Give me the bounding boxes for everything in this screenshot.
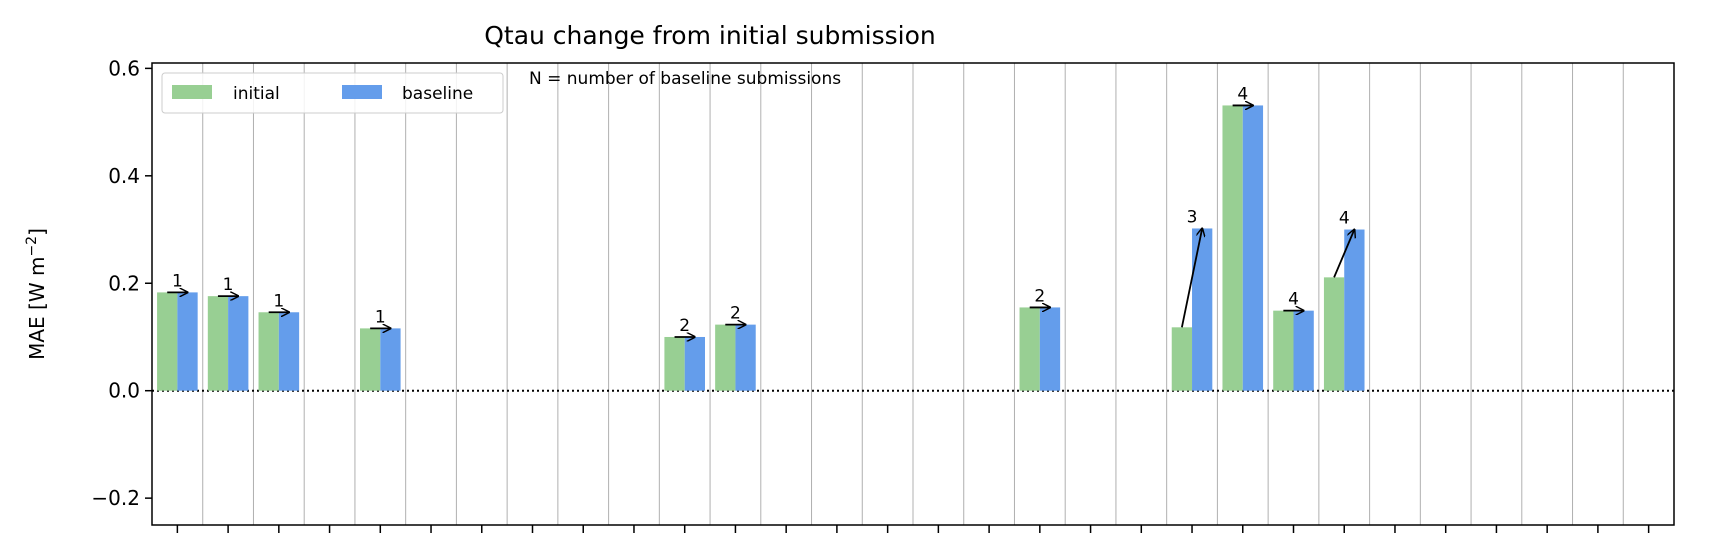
bar-baseline <box>735 324 756 391</box>
y-tick-label: 0.6 <box>108 56 140 80</box>
legend-label-baseline: baseline <box>402 84 473 104</box>
bar-baseline <box>278 312 300 391</box>
y-tick-label: 0.2 <box>108 271 140 295</box>
bar-initial <box>157 292 178 391</box>
plot-area: 1 1 1 1 2 2 2 3 4 4 4 <box>152 63 1674 525</box>
y-tick-label: −0.2 <box>91 486 140 510</box>
bar-initial <box>664 336 685 391</box>
bar-baseline <box>228 296 249 391</box>
bar-initial <box>1171 327 1193 391</box>
bar-baseline <box>684 336 705 391</box>
bar-initial <box>360 328 381 391</box>
bar-initial <box>207 296 229 391</box>
bar-initial <box>1323 277 1345 391</box>
legend: initial baseline <box>161 72 504 114</box>
bar-baseline <box>1039 307 1061 391</box>
bar-initial <box>715 324 736 391</box>
y-tick-label: 0.4 <box>108 164 140 188</box>
bar-initial <box>258 312 279 391</box>
submission-count-label: 1 <box>172 271 183 291</box>
submission-count-label: 2 <box>730 304 741 324</box>
bar-baseline <box>1242 105 1264 391</box>
bar-baseline <box>380 328 401 391</box>
bar-baseline <box>1344 229 1365 391</box>
submission-count-label: 2 <box>1034 286 1045 306</box>
legend-swatch-initial <box>172 85 212 99</box>
submission-count-label: 4 <box>1339 209 1350 229</box>
bar-baseline <box>1192 228 1213 391</box>
change-arrow <box>1181 228 1202 328</box>
bar-baseline <box>177 292 198 391</box>
annotation-note: N = number of baseline submissions <box>529 69 841 89</box>
plot-frame <box>151 62 1675 526</box>
legend-label-initial: initial <box>233 84 280 104</box>
chart-title: Qtau change from initial submission <box>484 21 936 50</box>
bar-initial <box>1019 307 1040 391</box>
y-axis-label: MAE [W m−2] <box>24 228 49 360</box>
submission-count-label: 4 <box>1237 84 1248 104</box>
submission-count-label: 1 <box>223 275 234 295</box>
bar-initial <box>1273 310 1294 391</box>
change-arrow <box>1333 230 1354 278</box>
legend-box <box>161 72 504 114</box>
submission-count-label: 1 <box>375 307 386 327</box>
submission-count-label: 4 <box>1288 290 1299 310</box>
submission-count-label: 1 <box>273 291 284 311</box>
bar-initial <box>1222 105 1243 391</box>
submission-count-label: 3 <box>1187 207 1198 227</box>
y-tick-label: 0.0 <box>108 379 140 403</box>
legend-swatch-baseline <box>342 85 382 99</box>
bar-baseline <box>1293 310 1314 391</box>
submission-count-label: 2 <box>679 316 690 336</box>
